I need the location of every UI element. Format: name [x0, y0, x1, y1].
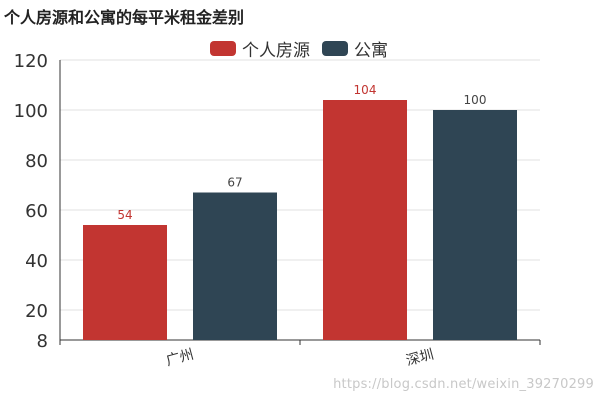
- legend-item-personal[interactable]: 个人房源: [210, 36, 310, 61]
- x-tick-label: 广州: [164, 347, 195, 370]
- legend-item-apartment[interactable]: 公寓: [322, 36, 388, 61]
- legend-label-personal: 个人房源: [242, 41, 310, 61]
- y-tick-label: 100: [14, 101, 48, 122]
- bar: [323, 100, 407, 340]
- legend-swatch-personal: [210, 41, 236, 56]
- bar: [83, 225, 167, 340]
- y-tick-label: 8: [37, 331, 48, 352]
- data-label: 104: [354, 83, 377, 97]
- legend-label-apartment: 公寓: [354, 41, 388, 61]
- chart-title: 个人房源和公寓的每平米租金差别: [4, 8, 245, 27]
- data-label: 67: [227, 176, 242, 190]
- x-tick-label: 深圳: [404, 347, 435, 370]
- y-tick-label: 20: [25, 301, 48, 322]
- y-tick-label: 80: [25, 151, 48, 172]
- y-tick-label: 120: [14, 51, 48, 72]
- bar: [433, 110, 517, 340]
- data-label: 100: [464, 93, 487, 107]
- chart-legend: 个人房源 公寓: [210, 36, 388, 61]
- bar: [193, 192, 277, 340]
- legend-swatch-apartment: [322, 41, 348, 56]
- y-tick-label: 40: [25, 251, 48, 272]
- data-label: 54: [117, 208, 132, 222]
- watermark: https://blog.csdn.net/weixin_39270299: [333, 377, 594, 392]
- y-tick-label: 60: [25, 201, 48, 222]
